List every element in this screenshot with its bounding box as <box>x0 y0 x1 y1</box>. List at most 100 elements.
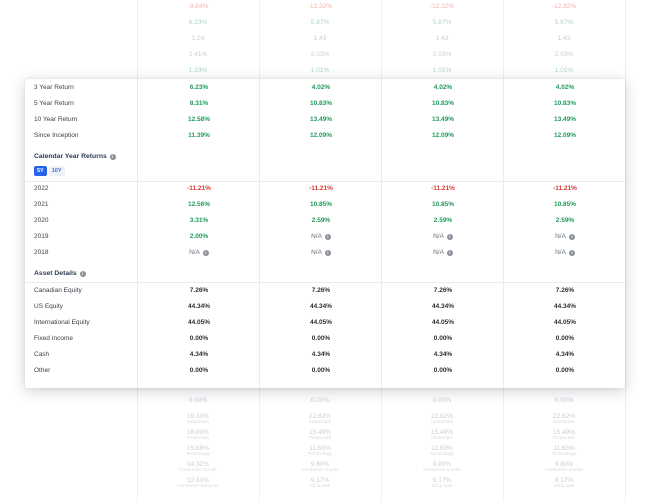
background-value-text: 16.80% <box>186 429 210 436</box>
value-text: 0.00% <box>555 335 575 342</box>
background-value-text: 12.83% <box>186 477 210 484</box>
value-text: 13.49% <box>431 116 455 123</box>
value-cell: 2.00% <box>138 229 260 245</box>
info-circle-icon[interactable]: i <box>568 234 575 240</box>
value-text: 2.59% <box>311 217 331 224</box>
background-value-text: 14.32% <box>186 461 210 468</box>
value-text: 7.26% <box>433 287 453 294</box>
value-text: N/A <box>433 233 444 240</box>
value-text: -11.21% <box>431 185 455 192</box>
column-divider <box>259 79 260 388</box>
value-text: 10.83% <box>309 100 333 107</box>
value-text: 13.49% <box>309 116 333 123</box>
row-label: US Equity <box>34 303 63 310</box>
row-label: 2019 <box>34 233 49 240</box>
value-cell: N/A i <box>504 245 625 261</box>
background-sector-label: Oil & Gas <box>309 484 331 489</box>
value-cell: 12.56% <box>138 197 260 213</box>
value-cell: 13.49% <box>382 112 504 128</box>
value-text: 44.34% <box>187 303 211 310</box>
background-value-text: 22.62% <box>552 413 576 420</box>
value-cell: 44.05% <box>138 315 260 331</box>
background-sector-label: Consumer Goods <box>179 468 217 473</box>
value-cell: N/A i <box>504 229 625 245</box>
value-text: 10.83% <box>553 100 577 107</box>
toggle-10y-button[interactable]: 10Y <box>48 166 65 176</box>
value-cell: -11.21% <box>382 181 504 197</box>
background-value: 1.43 <box>313 35 327 42</box>
background-value: 11.63% Technology <box>259 445 381 458</box>
value-cell: 44.34% <box>504 299 625 315</box>
value-cell: 7.26% <box>260 283 382 299</box>
background-value-text: 22.62% <box>430 413 454 420</box>
background-value: 11.63% Technology <box>503 445 625 458</box>
calendar-year-returns-heading: Calendar Year Returns i <box>34 153 116 160</box>
info-circle-icon[interactable]: i <box>568 250 575 256</box>
background-sector-label: Technology <box>185 452 211 457</box>
value-cell: 0.00% <box>382 331 504 347</box>
value-text: 44.05% <box>553 319 577 326</box>
background-sector-label: Technology <box>307 452 333 457</box>
background-sector-label: Industrials <box>187 420 209 425</box>
background-value: 22.62% Industrials <box>503 413 625 426</box>
value-text: 4.34% <box>311 351 331 358</box>
background-value-text: 9.80% <box>554 461 574 468</box>
info-circle-icon[interactable]: i <box>109 154 116 160</box>
table-row: Canadian Equity 7.26% 7.26% 7.26% 7.26% <box>25 283 625 299</box>
value-text: 2.00% <box>189 233 209 240</box>
info-circle-icon[interactable]: i <box>324 250 331 256</box>
value-text: 12.09% <box>309 132 333 139</box>
background-value: 9.80% Consumer Goods <box>503 461 625 474</box>
background-sector-label: Consumer Services <box>177 484 219 489</box>
value-cell: 10.85% <box>504 197 625 213</box>
performance-card: 3 Year Return 6.23% 4.02% 4.02% 4.02% 5 Year … <box>25 79 625 388</box>
value-text: 0.00% <box>189 335 209 342</box>
background-value: 9.80% Consumer Goods <box>259 461 381 474</box>
background-value: -12.32% <box>551 3 577 10</box>
row-label: 2020 <box>34 217 49 224</box>
value-text: 10.85% <box>431 201 455 208</box>
background-value: 1.01% <box>432 67 452 74</box>
toggle-5y-button[interactable]: 5Y <box>34 166 47 176</box>
value-text: 44.34% <box>553 303 577 310</box>
background-value: 9.80% Consumer Goods <box>381 461 503 474</box>
value-text: N/A <box>311 233 322 240</box>
background-value: 15.49% Financials <box>259 429 381 442</box>
value-cell: 12.09% <box>382 128 504 144</box>
value-text: 10.83% <box>431 100 455 107</box>
value-text: 44.05% <box>309 319 333 326</box>
row-label: 2022 <box>34 185 49 192</box>
info-circle-icon[interactable]: i <box>202 250 209 256</box>
background-value-text: 22.62% <box>308 413 332 420</box>
value-text: 3.31% <box>189 217 209 224</box>
value-text: 44.05% <box>187 319 211 326</box>
value-cell: 12.09% <box>260 128 382 144</box>
value-text: 11.39% <box>188 132 210 139</box>
value-cell: 0.00% <box>504 331 625 347</box>
background-sector-label: Financials <box>553 436 575 441</box>
background-value: 2.03% <box>554 51 574 58</box>
background-value: 22.62% Industrials <box>381 413 503 426</box>
info-circle-icon[interactable]: i <box>324 234 331 240</box>
info-circle-icon[interactable]: i <box>446 234 453 240</box>
value-text: 4.02% <box>311 84 331 91</box>
background-value: 0.00% <box>259 397 381 404</box>
background-value-text: 9.80% <box>310 461 330 468</box>
value-text: 4.34% <box>555 351 575 358</box>
background-sector-label: Consumer Goods <box>301 468 339 473</box>
value-cell: 2.59% <box>382 213 504 229</box>
background-value: 2.41% <box>188 51 208 58</box>
background-value: 6.23% <box>188 19 208 26</box>
background-value: 1.01% <box>310 67 330 74</box>
row-label: 2018 <box>34 249 49 256</box>
row-label: Fixed Income <box>34 335 74 342</box>
background-value: 5.87% <box>554 19 574 26</box>
background-value-text: 9.17% <box>310 477 330 484</box>
background-value: 19.10% Industrials <box>137 413 259 426</box>
column-divider <box>625 0 626 502</box>
value-cell: N/A i <box>138 245 260 261</box>
info-circle-icon[interactable]: i <box>79 271 86 277</box>
info-circle-icon[interactable]: i <box>446 250 453 256</box>
table-row: 3 Year Return 6.23% 4.02% 4.02% 4.02% <box>25 80 625 96</box>
value-cell: 0.00% <box>260 363 382 379</box>
